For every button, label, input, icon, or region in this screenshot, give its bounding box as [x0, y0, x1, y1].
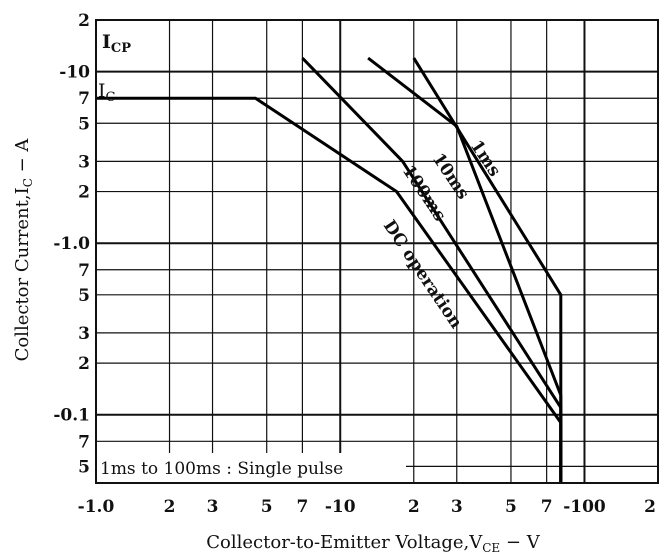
curve-label-1ms: 1ms — [466, 137, 505, 181]
x-tick-label: 3 — [207, 497, 219, 517]
y-tick-label: -0.1 — [53, 406, 90, 426]
legend-label: ICP — [102, 31, 131, 56]
x-tick-label: -100 — [563, 497, 606, 517]
series-line-dc-operation — [96, 96, 563, 483]
y-tick-label: 2 — [78, 354, 90, 374]
y-tick-label: 2 — [78, 183, 90, 203]
single-pulse-note: 1ms to 100ms : Single pulse — [100, 459, 343, 479]
y-tick-label: 7 — [78, 89, 90, 109]
grid — [95, 19, 659, 483]
y-tick-label: 2 — [78, 11, 90, 31]
x-tick-label: 2 — [644, 497, 656, 517]
y-tick-label: 5 — [78, 457, 90, 477]
note-box — [96, 453, 406, 483]
plot-frame — [95, 19, 659, 484]
x-tick-labels: -1.0 2 3 5 7 -10 2 3 5 7 -100 2 — [78, 497, 656, 517]
y-tick-label: -1.0 — [53, 234, 90, 254]
y-tick-label: 3 — [78, 152, 90, 172]
x-tick-label: 5 — [261, 497, 273, 517]
x-tick-label: -10 — [325, 497, 356, 517]
y-tick-label: 5 — [78, 286, 90, 306]
y-tick-label: 5 — [78, 114, 90, 134]
series-line-1ms — [412, 57, 563, 483]
y-tick-label: 7 — [78, 432, 90, 452]
x-tick-label: 2 — [164, 497, 176, 517]
y-tick-labels: 2 -10 7 5 3 2 -1.0 7 5 3 2 -0.1 7 5 — [53, 11, 90, 477]
x-tick-label: 7 — [541, 497, 553, 517]
legend-label: IC — [98, 80, 116, 105]
x-tick-label: 5 — [505, 497, 517, 517]
x-tick-label: -1.0 — [78, 497, 115, 517]
y-tick-label: 7 — [78, 261, 90, 281]
x-axis-title: Collector-to-Emitter Voltage,VCE − V — [206, 532, 540, 555]
curve-label-dc-operation: DC operation — [379, 217, 466, 333]
x-tick-label: 2 — [408, 497, 420, 517]
y-tick-label: -10 — [59, 63, 90, 83]
series-lines — [96, 56, 563, 483]
y-axis-title: Collector Current,IC − A — [12, 138, 35, 362]
legend-labels: ICP IC — [98, 31, 131, 105]
y-tick-label: 3 — [78, 324, 90, 344]
x-tick-label: 3 — [451, 497, 463, 517]
series-line-10ms — [367, 56, 563, 483]
x-tick-label: 7 — [296, 497, 308, 517]
